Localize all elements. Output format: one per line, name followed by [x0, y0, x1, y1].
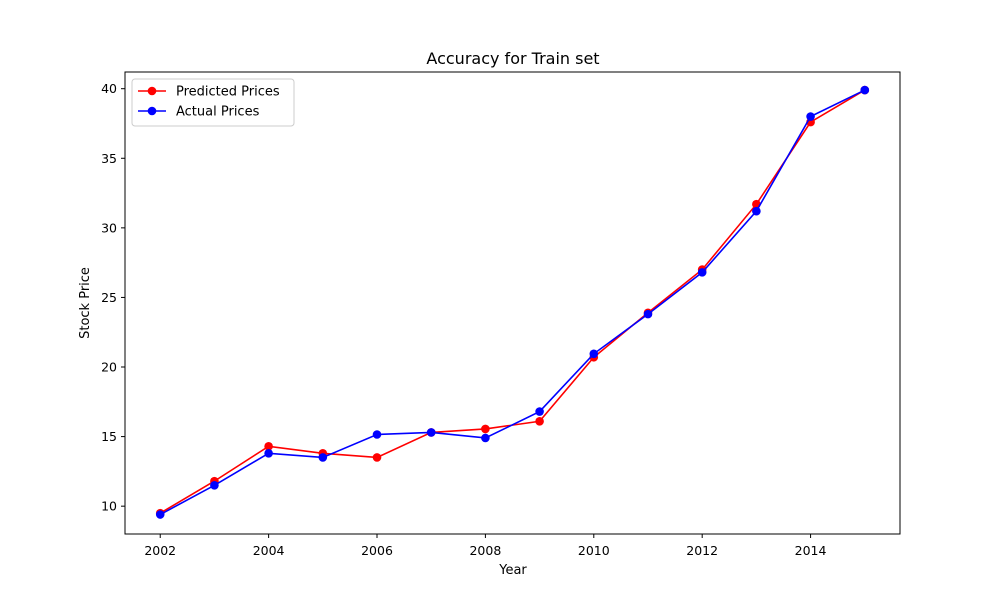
data-point-actual — [372, 430, 382, 439]
y-tick-label: 35 — [101, 151, 117, 166]
x-tick-label: 2006 — [361, 543, 393, 558]
data-point-actual — [643, 309, 653, 319]
x-tick-label: 2008 — [469, 543, 501, 558]
data-point-predicted — [372, 453, 382, 462]
series-line-predicted — [159, 89, 866, 514]
x-tick-label: 2010 — [578, 543, 610, 558]
chart-title: Accuracy for Train set — [426, 49, 599, 68]
data-point-actual — [426, 428, 436, 437]
data-point-actual — [318, 453, 328, 462]
series-line-actual — [159, 89, 866, 516]
legend-marker — [147, 106, 157, 116]
y-tick-label: 40 — [101, 81, 117, 96]
data-point-actual — [264, 448, 273, 458]
y-axis-label: Stock Price — [78, 267, 93, 339]
data-point-actual — [806, 112, 815, 121]
y-tick-label: 20 — [101, 360, 117, 375]
legend: Predicted Prices Actual Prices — [131, 78, 295, 127]
y-tick-label: 25 — [101, 290, 117, 305]
x-tick-label: 2004 — [253, 543, 285, 558]
legend-box — [131, 78, 295, 127]
data-point-actual — [697, 268, 707, 277]
data-point-actual — [535, 407, 544, 416]
plot-area: 2002 2004 2006 2008 2010 2012 2014 10 15 20 25 30 35… — [101, 71, 901, 558]
x-tick-label: 2014 — [795, 543, 827, 558]
axes-frame — [124, 71, 901, 535]
data-point-actual — [860, 85, 870, 95]
data-point-actual — [155, 510, 165, 519]
y-tick-label: 15 — [101, 429, 117, 444]
data-point-predicted — [535, 416, 544, 426]
data-point-actual — [589, 349, 599, 359]
x-tick-label: 2012 — [686, 543, 718, 558]
data-point-actual — [752, 206, 761, 216]
legend-label: Actual Prices — [176, 105, 260, 120]
y-tick-label: 30 — [101, 220, 117, 235]
legend-label: Predicted Prices — [176, 85, 280, 100]
data-point-actual — [210, 480, 219, 490]
data-point-predicted — [264, 442, 273, 451]
x-axis-label: Year — [498, 563, 527, 578]
legend-marker — [147, 86, 157, 96]
data-point-predicted — [481, 424, 490, 434]
x-tick-label: 2002 — [144, 543, 176, 558]
data-point-actual — [481, 433, 490, 443]
y-tick-label: 10 — [101, 499, 117, 514]
